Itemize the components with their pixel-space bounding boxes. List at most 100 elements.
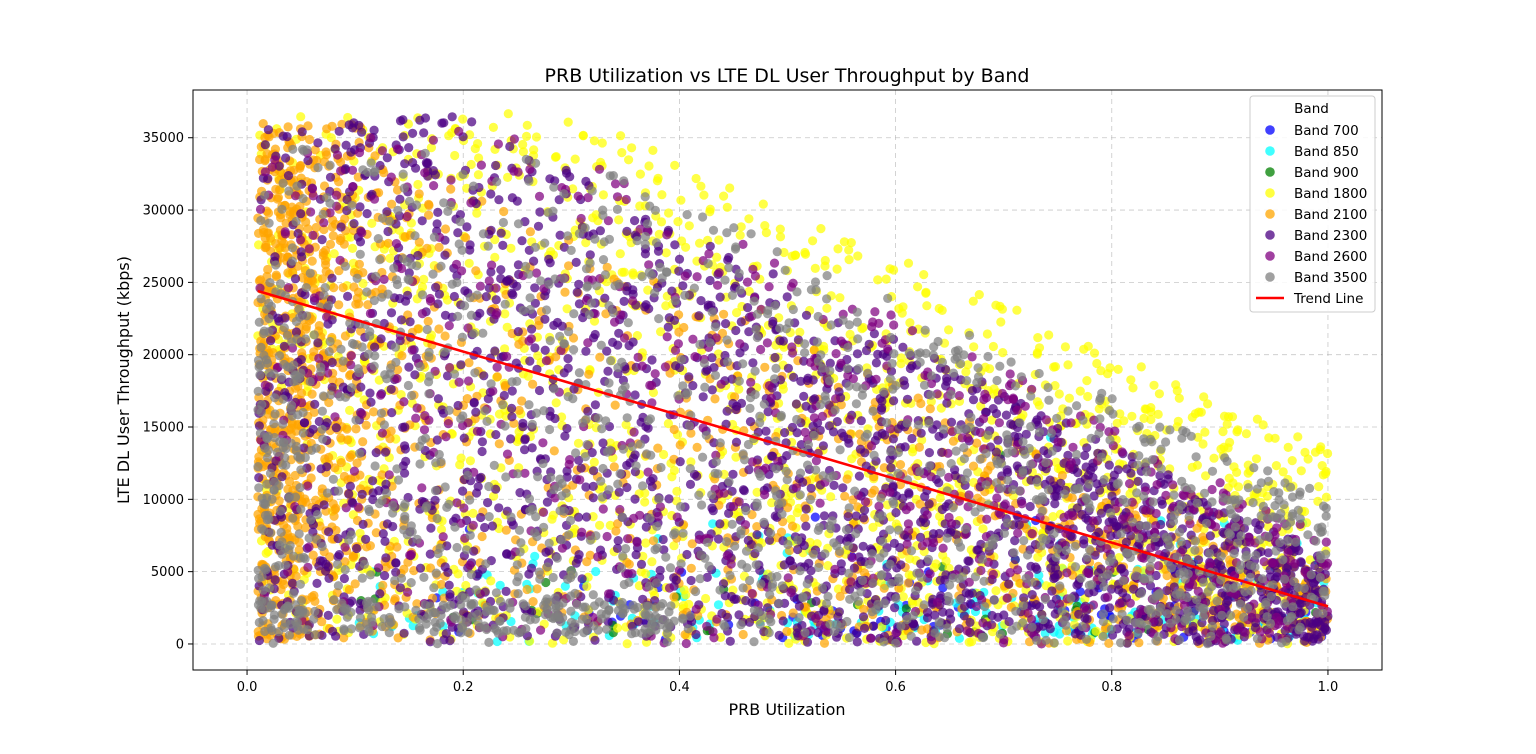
data-point (628, 270, 638, 280)
data-point (1115, 409, 1125, 419)
data-point (362, 209, 372, 219)
data-point (778, 384, 788, 394)
data-point (695, 238, 705, 248)
data-point (521, 131, 532, 141)
data-point (491, 295, 501, 305)
data-point (902, 394, 913, 404)
data-point (672, 486, 682, 496)
data-point (437, 118, 447, 128)
data-point (925, 404, 935, 414)
data-point (498, 240, 508, 250)
data-point (641, 538, 651, 548)
data-point (397, 351, 407, 361)
data-point (591, 566, 601, 577)
data-point (317, 274, 327, 284)
data-point (367, 218, 377, 228)
data-point (336, 222, 346, 232)
data-point (387, 408, 397, 418)
data-point (980, 362, 990, 372)
data-point (450, 150, 460, 161)
data-point (1218, 427, 1228, 437)
data-point (589, 457, 599, 467)
data-point (1192, 460, 1202, 470)
data-point (795, 327, 805, 337)
data-point (458, 114, 468, 124)
data-point (404, 143, 414, 153)
data-point (522, 120, 532, 130)
data-point (378, 529, 388, 539)
data-point (1012, 305, 1022, 315)
data-point (853, 502, 863, 512)
data-point (423, 316, 433, 326)
data-point (670, 240, 680, 250)
data-point (415, 563, 426, 573)
data-point (738, 629, 748, 640)
data-point (307, 256, 317, 266)
data-point (563, 354, 573, 364)
data-point (481, 292, 491, 302)
data-point (496, 273, 506, 284)
data-point (686, 563, 696, 573)
data-point (499, 206, 509, 217)
data-point (1126, 375, 1136, 385)
data-point (477, 531, 487, 542)
data-point (1083, 470, 1093, 480)
data-point (822, 303, 832, 313)
data-point (678, 281, 688, 291)
data-point (873, 275, 883, 285)
data-point (357, 127, 367, 137)
data-point (731, 437, 742, 447)
data-point (492, 372, 502, 382)
data-point (1050, 381, 1060, 391)
data-point (1075, 386, 1085, 396)
data-point (681, 590, 691, 600)
data-point (413, 179, 423, 190)
data-point (993, 612, 1003, 622)
data-point (578, 131, 588, 141)
data-point (1193, 555, 1204, 565)
data-point (913, 282, 923, 292)
data-point (1034, 400, 1044, 410)
data-point (760, 221, 770, 231)
data-point (905, 318, 915, 328)
data-point (686, 457, 696, 467)
data-point (404, 362, 414, 372)
data-point (307, 389, 317, 399)
data-point (885, 264, 895, 274)
data-point (456, 360, 466, 370)
data-point (398, 132, 408, 142)
data-point (913, 393, 923, 403)
data-point (313, 338, 323, 348)
data-point (426, 523, 436, 533)
data-point (468, 508, 478, 518)
data-point (466, 159, 476, 170)
data-point (640, 488, 650, 498)
data-point (603, 366, 613, 376)
data-point (414, 189, 424, 199)
data-point (386, 384, 396, 394)
data-point (560, 287, 570, 297)
data-point (321, 260, 331, 270)
data-point (440, 331, 450, 341)
data-point (844, 438, 854, 448)
data-point (1047, 586, 1057, 596)
data-point (921, 287, 931, 297)
data-point (408, 158, 418, 168)
data-point (540, 314, 550, 324)
data-point (1300, 447, 1310, 457)
data-point (1082, 443, 1092, 453)
data-point (696, 181, 706, 191)
data-point (823, 561, 833, 571)
data-point (582, 512, 592, 522)
data-point (458, 486, 468, 496)
data-point (585, 250, 595, 260)
data-point (299, 418, 309, 428)
data-point (859, 623, 870, 634)
data-point (622, 460, 632, 470)
data-point (313, 138, 323, 148)
data-point (486, 189, 496, 199)
data-point (280, 313, 290, 323)
data-point (548, 510, 558, 520)
data-point (908, 598, 918, 609)
data-point (573, 438, 584, 448)
